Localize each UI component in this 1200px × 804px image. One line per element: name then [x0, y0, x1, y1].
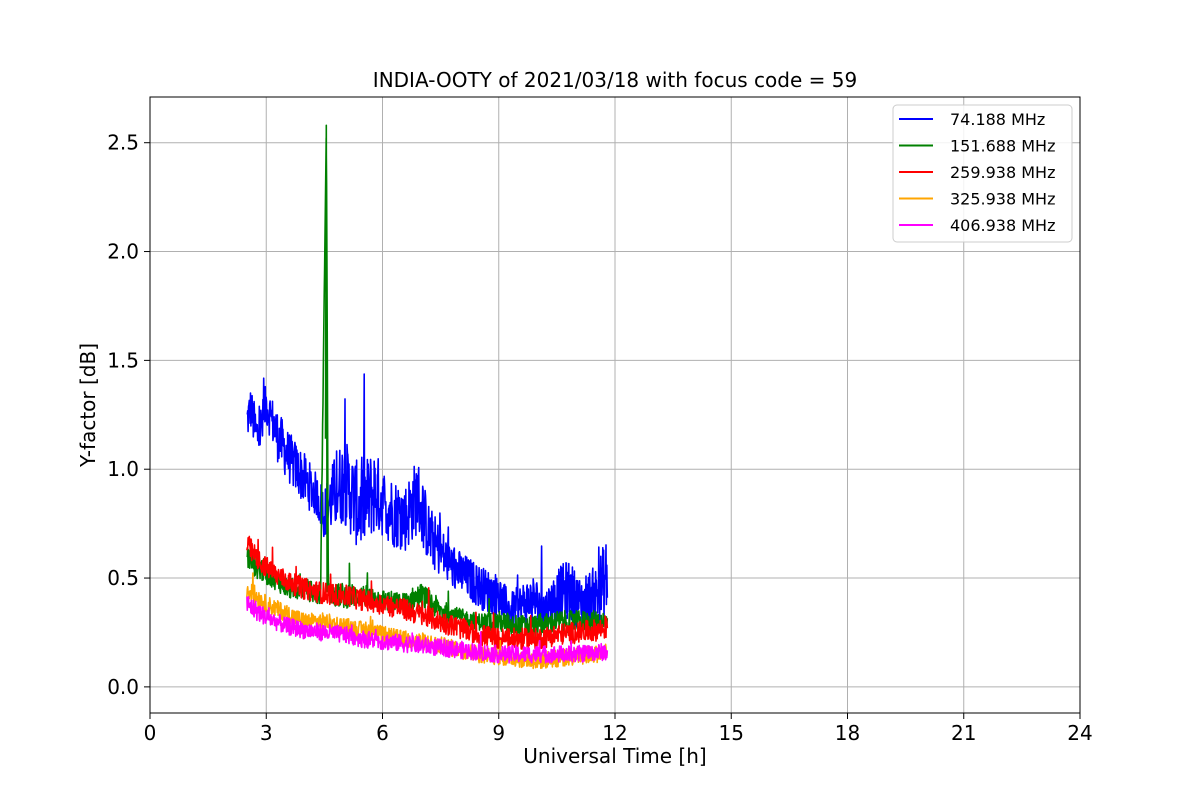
legend-label: 406.938 MHz [950, 216, 1055, 235]
x-tick-label: 6 [376, 721, 389, 745]
x-tick-label: 0 [144, 721, 157, 745]
x-tick-label: 24 [1067, 721, 1092, 745]
x-tick-label: 15 [719, 721, 744, 745]
legend-label: 259.938 MHz [950, 163, 1055, 182]
y-tick-label: 0.5 [107, 566, 139, 590]
plot-area [246, 124, 609, 670]
series-line-2 [246, 535, 609, 651]
series-layer [246, 124, 609, 670]
y-tick-label: 0.0 [107, 675, 139, 699]
y-tick-label: 1.5 [107, 348, 139, 372]
y-axis-label: Y-factor [dB] [76, 343, 100, 468]
legend-label: 74.188 MHz [950, 110, 1045, 129]
legend-label: 325.938 MHz [950, 190, 1055, 209]
y-tick-label: 2.5 [107, 131, 139, 155]
y-tick-label: 2.0 [107, 240, 139, 264]
y-tick-label: 1.0 [107, 457, 139, 481]
tick-layer: 0 3 6 9 12 15 18 21 24 0.0 0.5 1.0 1.5 2.0 2.5 [107, 131, 1093, 745]
legend: 74.188 MHz 151.688 MHz 259.938 MHz 325.938 … [892, 104, 1073, 243]
chart-title: INDIA-OOTY of 2021/03/18 with focus code… [373, 68, 857, 92]
x-tick-label: 12 [602, 721, 627, 745]
x-tick-label: 9 [492, 721, 505, 745]
x-tick-label: 18 [835, 721, 860, 745]
legend-label: 151.688 MHz [950, 137, 1055, 156]
x-tick-label: 21 [951, 721, 976, 745]
x-tick-label: 3 [260, 721, 273, 745]
series-line-4 [246, 596, 609, 664]
legend-box [892, 104, 1073, 243]
series-line-0 [246, 373, 609, 631]
x-axis-label: Universal Time [h] [523, 744, 706, 768]
